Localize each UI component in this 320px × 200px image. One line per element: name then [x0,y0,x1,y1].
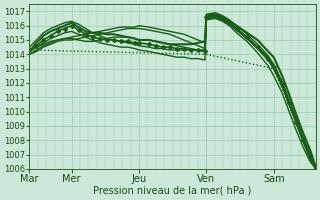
X-axis label: Pression niveau de la mer( hPa ): Pression niveau de la mer( hPa ) [93,186,252,196]
